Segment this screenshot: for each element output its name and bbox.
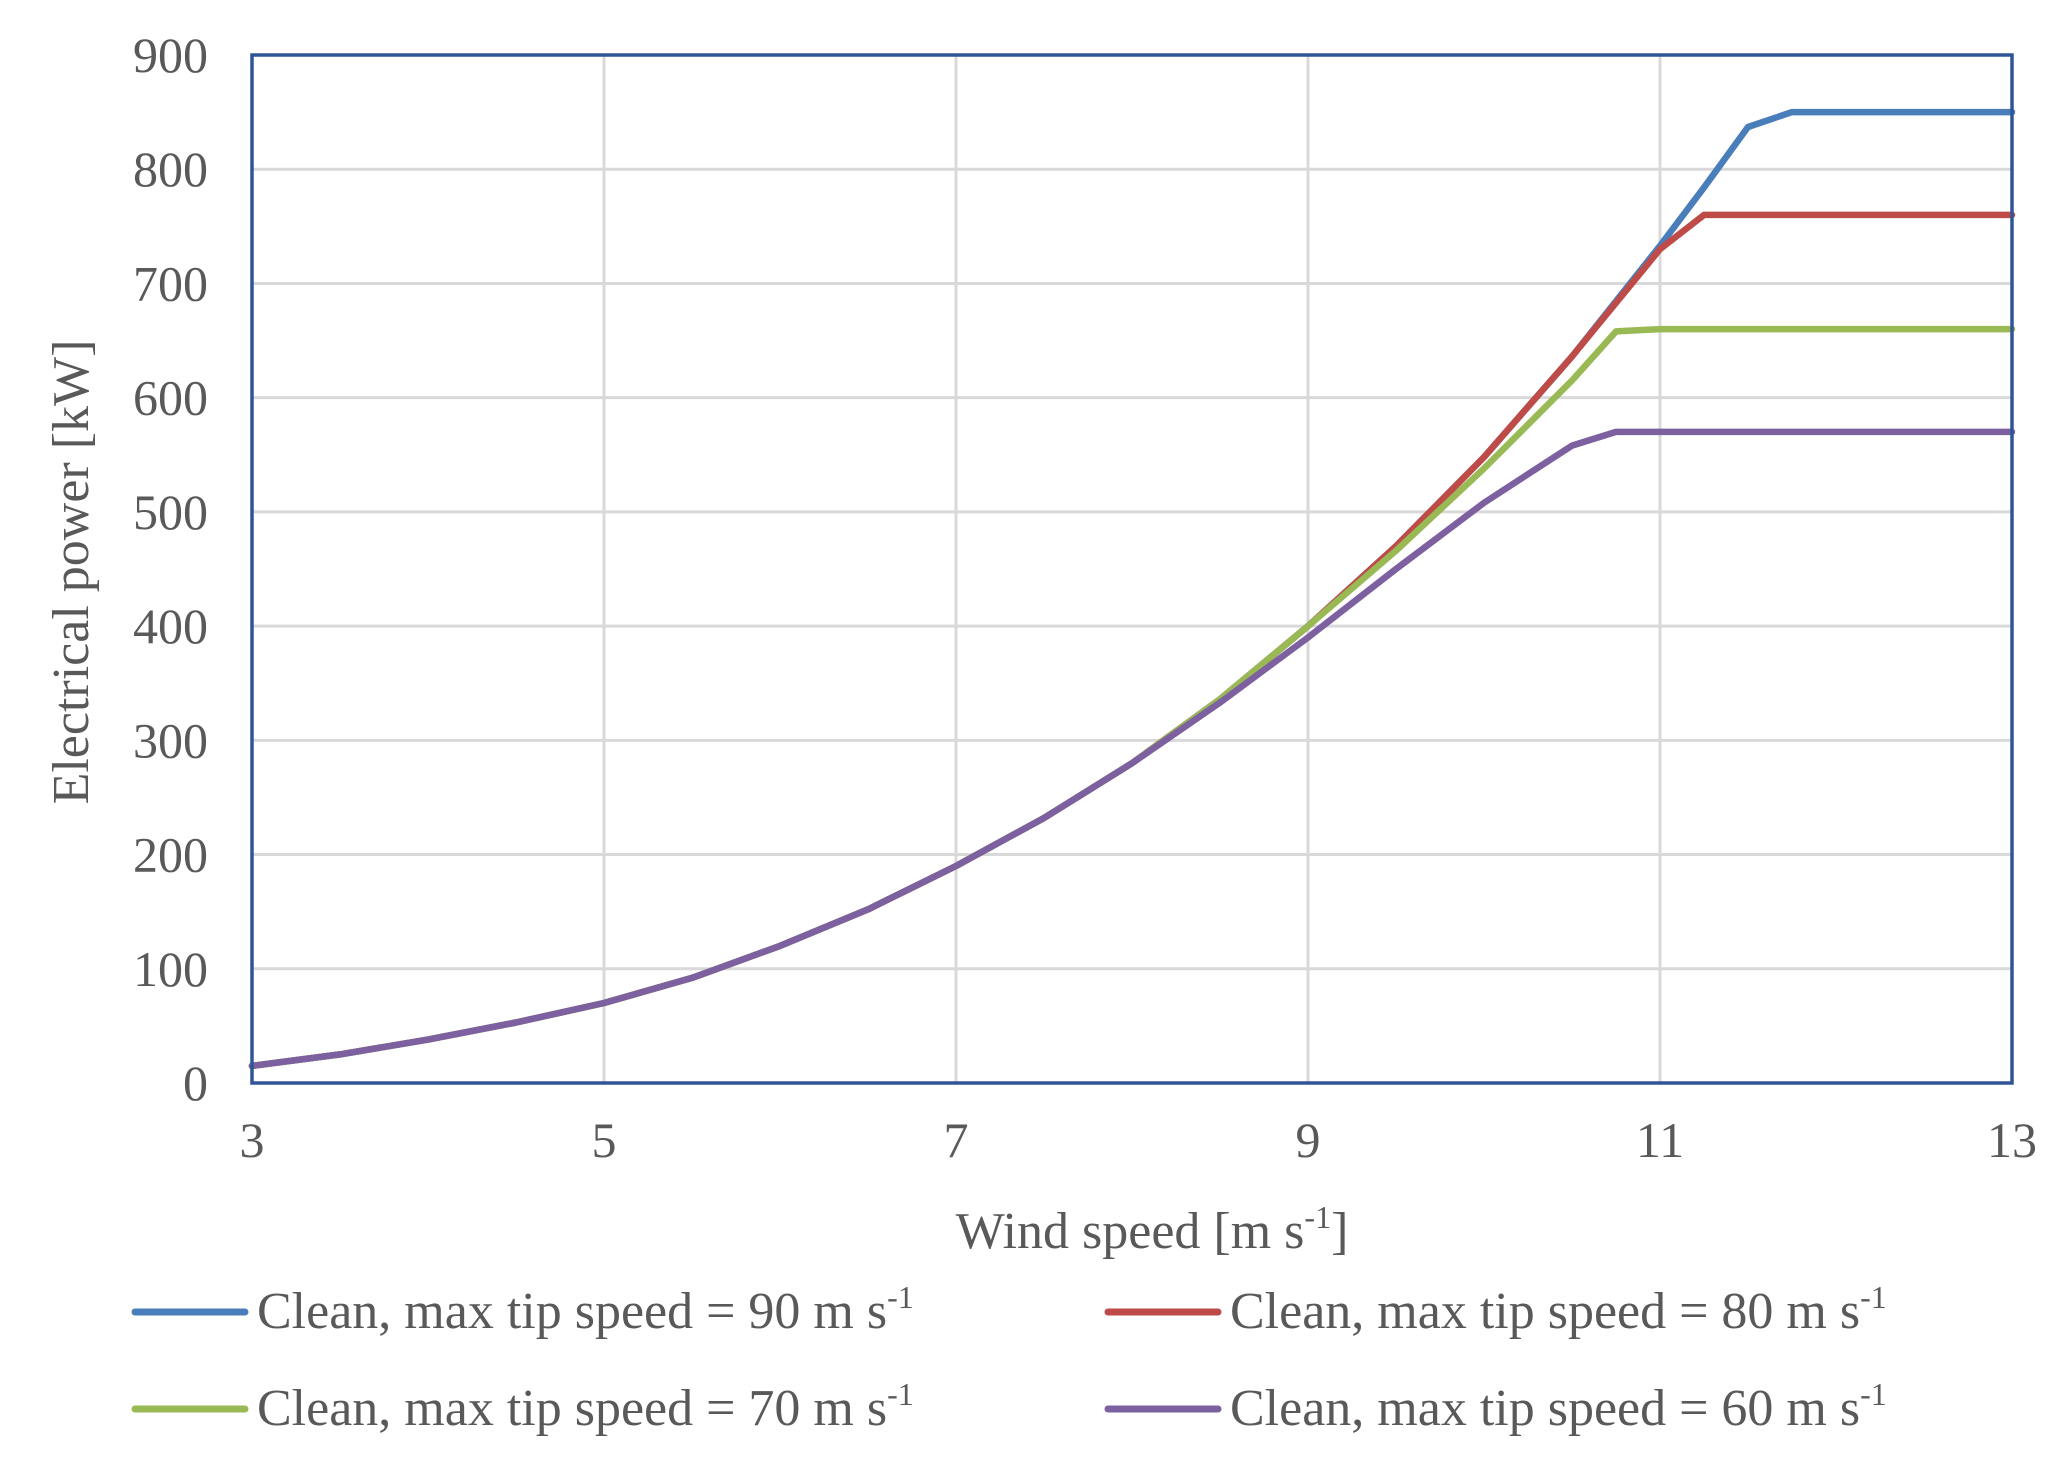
legend-label-2: Clean, max tip speed = 80 m s-1 (1230, 1279, 1887, 1340)
series-line-1 (248, 108, 2016, 1070)
y-tick-labels: 0 100 200 300 400 500 600 700 800 900 (133, 27, 208, 1111)
y-tick-label-400: 400 (133, 598, 208, 654)
series-lines (248, 108, 2016, 1070)
legend-label-4: Clean, max tip speed = 60 m s-1 (1230, 1376, 1887, 1437)
x-tick-labels: 3 5 7 9 11 13 (240, 1112, 2038, 1168)
y-axis-title: Electrical power [kW] (43, 340, 100, 805)
legend: Clean, max tip speed = 90 m s-1 Clean, ma… (131, 1279, 1887, 1437)
plot-frame (250, 53, 2014, 1085)
legend-label-1: Clean, max tip speed = 90 m s-1 (257, 1279, 914, 1340)
y-tick-label-700: 700 (133, 255, 208, 311)
x-tick-label-13: 13 (1987, 1112, 2037, 1168)
y-tick-label-600: 600 (133, 370, 208, 426)
x-tick-label-11: 11 (1636, 1112, 1684, 1168)
y-tick-label-900: 900 (133, 27, 208, 83)
x-axis-title: Wind speed [m s-1] (956, 1199, 1349, 1260)
y-tick-label-300: 300 (133, 712, 208, 768)
x-tick-label-7: 7 (944, 1112, 969, 1168)
y-tick-label-100: 100 (133, 941, 208, 997)
x-tick-label-9: 9 (1296, 1112, 1321, 1168)
series-line-3 (248, 325, 2016, 1070)
y-tick-label-800: 800 (133, 141, 208, 197)
x-tick-label-3: 3 (240, 1112, 265, 1168)
grid-lines (250, 53, 2014, 1085)
series-line-2 (248, 211, 2016, 1070)
legend-label-3: Clean, max tip speed = 70 m s-1 (257, 1376, 914, 1437)
y-tick-label-0: 0 (183, 1055, 208, 1111)
y-tick-label-200: 200 (133, 827, 208, 883)
x-tick-label-5: 5 (592, 1112, 617, 1168)
y-tick-label-500: 500 (133, 484, 208, 540)
series-line-4 (248, 428, 2016, 1070)
